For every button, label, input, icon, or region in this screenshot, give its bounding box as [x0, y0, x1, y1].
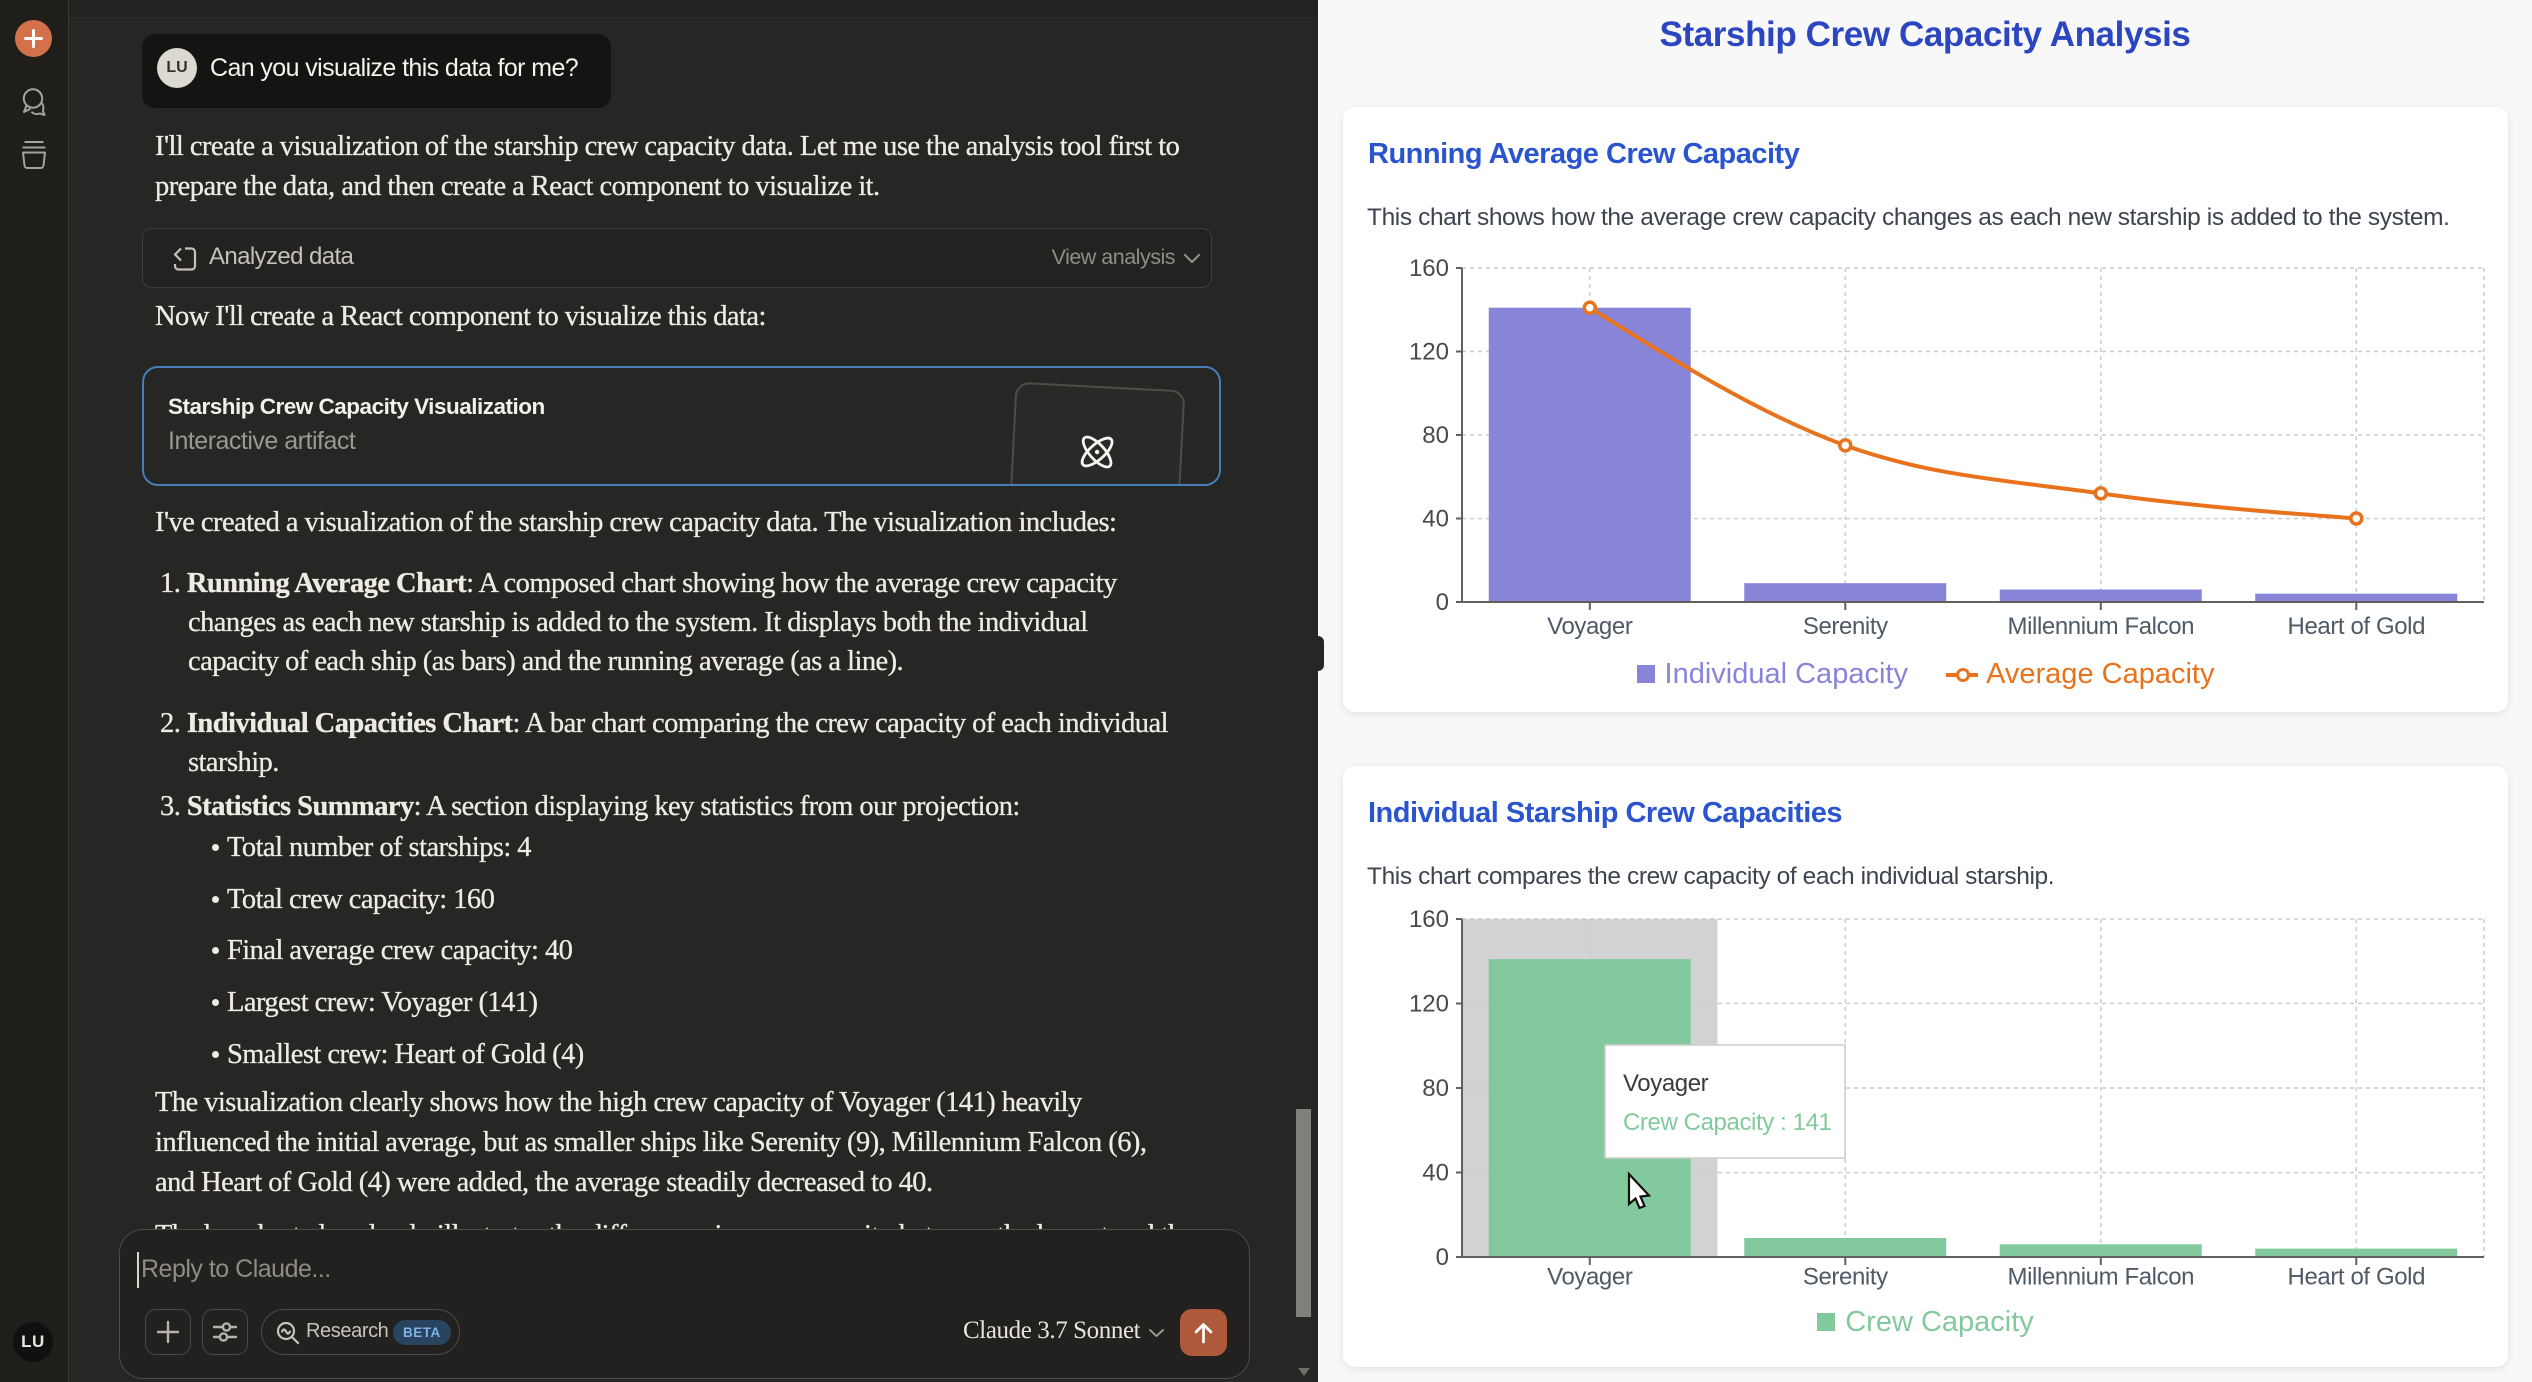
- svg-text:Serenity: Serenity: [1803, 1264, 1888, 1291]
- svg-text:Voyager: Voyager: [1547, 613, 1633, 640]
- svg-text:160: 160: [1409, 906, 1449, 933]
- svg-text:Voyager: Voyager: [1547, 1264, 1633, 1291]
- svg-text:Serenity: Serenity: [1803, 613, 1888, 640]
- svg-text:160: 160: [1409, 255, 1449, 282]
- svg-text:0: 0: [1436, 1244, 1449, 1271]
- svg-text:80: 80: [1422, 422, 1449, 449]
- svg-text:Crew Capacity : 141: Crew Capacity : 141: [1623, 1109, 1832, 1136]
- svg-text:Voyager: Voyager: [1623, 1070, 1709, 1097]
- svg-text:Heart of Gold: Heart of Gold: [2288, 613, 2426, 640]
- svg-text:40: 40: [1422, 506, 1449, 533]
- svg-text:120: 120: [1409, 339, 1449, 366]
- svg-text:Heart of Gold: Heart of Gold: [2288, 1264, 2426, 1291]
- svg-text:Millennium Falcon: Millennium Falcon: [2007, 1264, 2194, 1291]
- svg-text:40: 40: [1422, 1160, 1449, 1187]
- svg-text:80: 80: [1422, 1075, 1449, 1102]
- svg-text:0: 0: [1436, 589, 1449, 616]
- svg-text:120: 120: [1409, 991, 1449, 1018]
- svg-text:Millennium Falcon: Millennium Falcon: [2007, 613, 2194, 640]
